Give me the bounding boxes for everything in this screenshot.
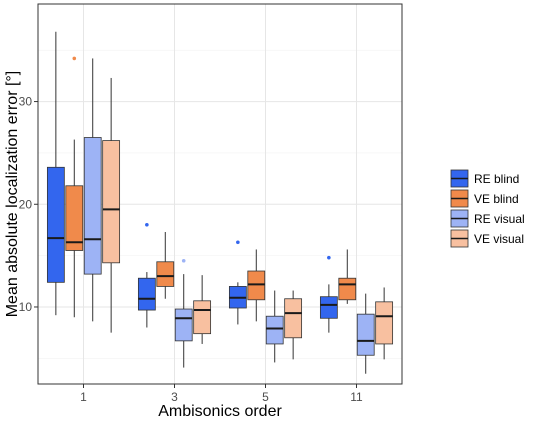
x-tick-label: 5 (262, 390, 269, 404)
box-body (83, 137, 102, 275)
box-series (46, 31, 394, 374)
y-tick-label: 10 (19, 300, 33, 314)
x-axis-ticks: 1 3 5 11 (80, 384, 363, 404)
legend-label: RE visual (474, 212, 525, 226)
outlier-point (327, 255, 331, 260)
y-axis-ticks: 10 20 30 (19, 95, 38, 314)
box-re-blind (137, 223, 156, 328)
box-ve-visual (102, 77, 121, 333)
box-body (65, 185, 84, 251)
plot-border (37, 3, 403, 385)
box-ve-blind (338, 249, 357, 304)
box-ve-blind (65, 56, 84, 318)
box-body (193, 300, 212, 335)
box-re-visual (174, 258, 193, 368)
y-tick-label: 20 (19, 197, 33, 211)
box-body (265, 315, 284, 345)
outlier-point (236, 240, 240, 245)
box-re-blind (228, 240, 247, 325)
box-re-visual (83, 58, 102, 322)
x-axis-title: Ambisonics order (158, 403, 282, 420)
box-re-blind (319, 255, 338, 333)
box-body (247, 270, 266, 301)
x-tick-label: 1 (80, 390, 87, 404)
box-ve-blind (156, 232, 175, 299)
box-re-blind (46, 31, 65, 316)
box-body (284, 298, 303, 339)
box-body (46, 166, 65, 283)
legend: RE blind VE blind RE visual VE visual (450, 169, 525, 248)
box-body (102, 140, 121, 264)
legend-label: VE blind (474, 192, 519, 206)
box-body (319, 296, 338, 319)
box-body (338, 277, 357, 301)
box-body (137, 277, 156, 311)
box-ve-visual (193, 275, 212, 344)
box-ve-blind (247, 249, 266, 322)
box-body (174, 308, 193, 342)
x-tick-label: 3 (171, 390, 178, 404)
box-ve-visual (284, 290, 303, 360)
outlier-point (145, 223, 149, 227)
legend-label: RE blind (474, 172, 519, 186)
x-tick-label: 11 (350, 390, 363, 404)
outlier-point (72, 56, 77, 61)
legend-label: VE visual (474, 232, 524, 246)
box-ve-visual (375, 287, 394, 360)
box-body (156, 261, 175, 287)
box-re-visual (265, 290, 284, 363)
grid-lines (38, 4, 402, 384)
outlier-point (181, 258, 186, 263)
y-tick-label: 30 (19, 95, 33, 109)
y-axis-title: Mean absolute localization error [°] (4, 71, 21, 318)
box-re-visual (356, 293, 375, 374)
box-body (375, 301, 394, 345)
box-body (356, 313, 375, 356)
